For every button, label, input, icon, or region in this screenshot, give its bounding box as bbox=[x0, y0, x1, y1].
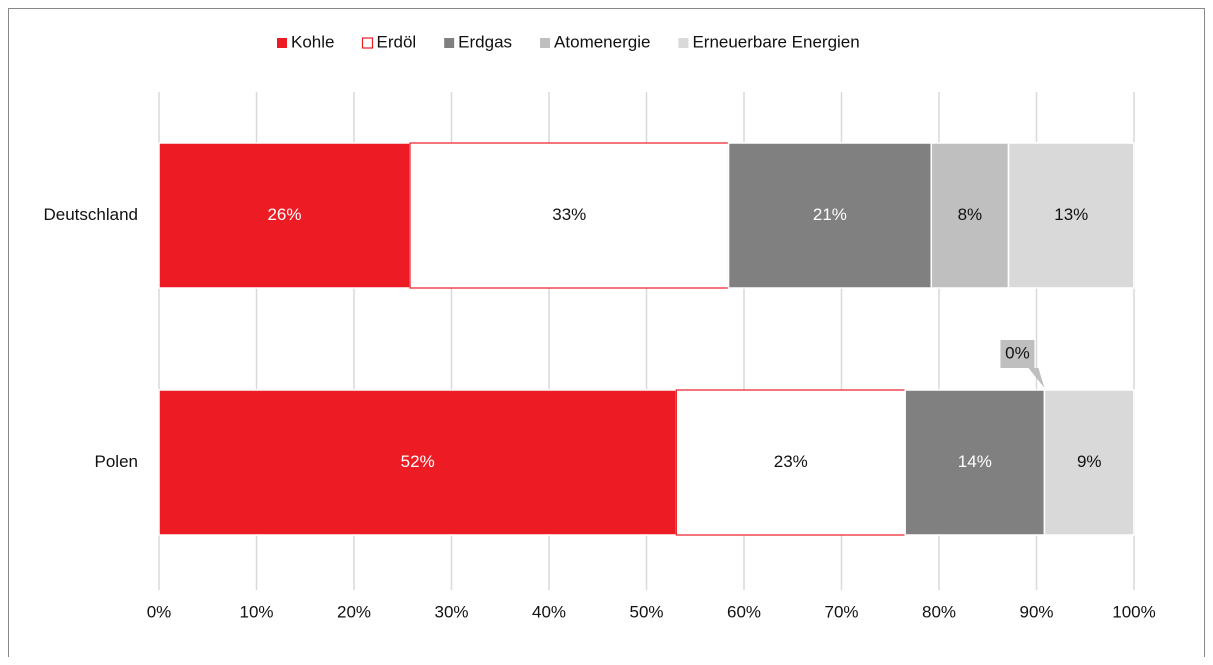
x-tick-label: 80% bbox=[922, 602, 956, 621]
callout bbox=[1000, 340, 1045, 388]
x-tick-label: 50% bbox=[629, 602, 663, 621]
bar-segment bbox=[158, 142, 411, 289]
legend-label: Erdöl bbox=[376, 32, 416, 51]
x-tick-label: 20% bbox=[337, 602, 371, 621]
bar-segment bbox=[727, 142, 933, 289]
legend-label: Kohle bbox=[291, 32, 334, 51]
data-label: 9% bbox=[1077, 452, 1102, 471]
legend-label: Erdgas bbox=[458, 32, 512, 51]
x-tick-label: 0% bbox=[147, 602, 172, 621]
bar-segment bbox=[1043, 389, 1135, 536]
data-label: 21% bbox=[813, 205, 847, 224]
y-tick-label: Polen bbox=[95, 452, 138, 471]
legend-marker bbox=[678, 38, 689, 48]
data-label: 13% bbox=[1054, 205, 1088, 224]
bar-segment bbox=[930, 142, 1010, 289]
bar-segment bbox=[675, 389, 906, 536]
legend-marker bbox=[361, 37, 374, 49]
x-tick-label: 30% bbox=[434, 602, 468, 621]
bar-segment bbox=[158, 389, 678, 536]
data-label: 23% bbox=[774, 452, 808, 471]
bar-segment bbox=[1007, 142, 1135, 289]
y-tick-label: Deutschland bbox=[43, 205, 138, 224]
data-label: 52% bbox=[401, 452, 435, 471]
x-tick-label: 10% bbox=[239, 602, 273, 621]
legend-marker bbox=[540, 38, 551, 48]
legend-label: Atomenergie bbox=[554, 32, 650, 51]
x-tick-label: 60% bbox=[727, 602, 761, 621]
data-label: 33% bbox=[552, 205, 586, 224]
x-tick-label: 90% bbox=[1019, 602, 1053, 621]
data-label: 14% bbox=[958, 452, 992, 471]
x-tick-label: 100% bbox=[1112, 602, 1155, 621]
legend-marker bbox=[444, 38, 455, 48]
legend-label: Erneuerbare Energien bbox=[692, 32, 859, 51]
x-tick-label: 70% bbox=[824, 602, 858, 621]
legend-marker bbox=[277, 38, 287, 48]
bar-segment bbox=[409, 142, 730, 289]
frame bbox=[8, 8, 1205, 657]
x-tick-label: 40% bbox=[532, 602, 566, 621]
data-label: 26% bbox=[267, 205, 301, 224]
data-label: 0% bbox=[1005, 343, 1030, 362]
data-label: 8% bbox=[958, 205, 983, 224]
